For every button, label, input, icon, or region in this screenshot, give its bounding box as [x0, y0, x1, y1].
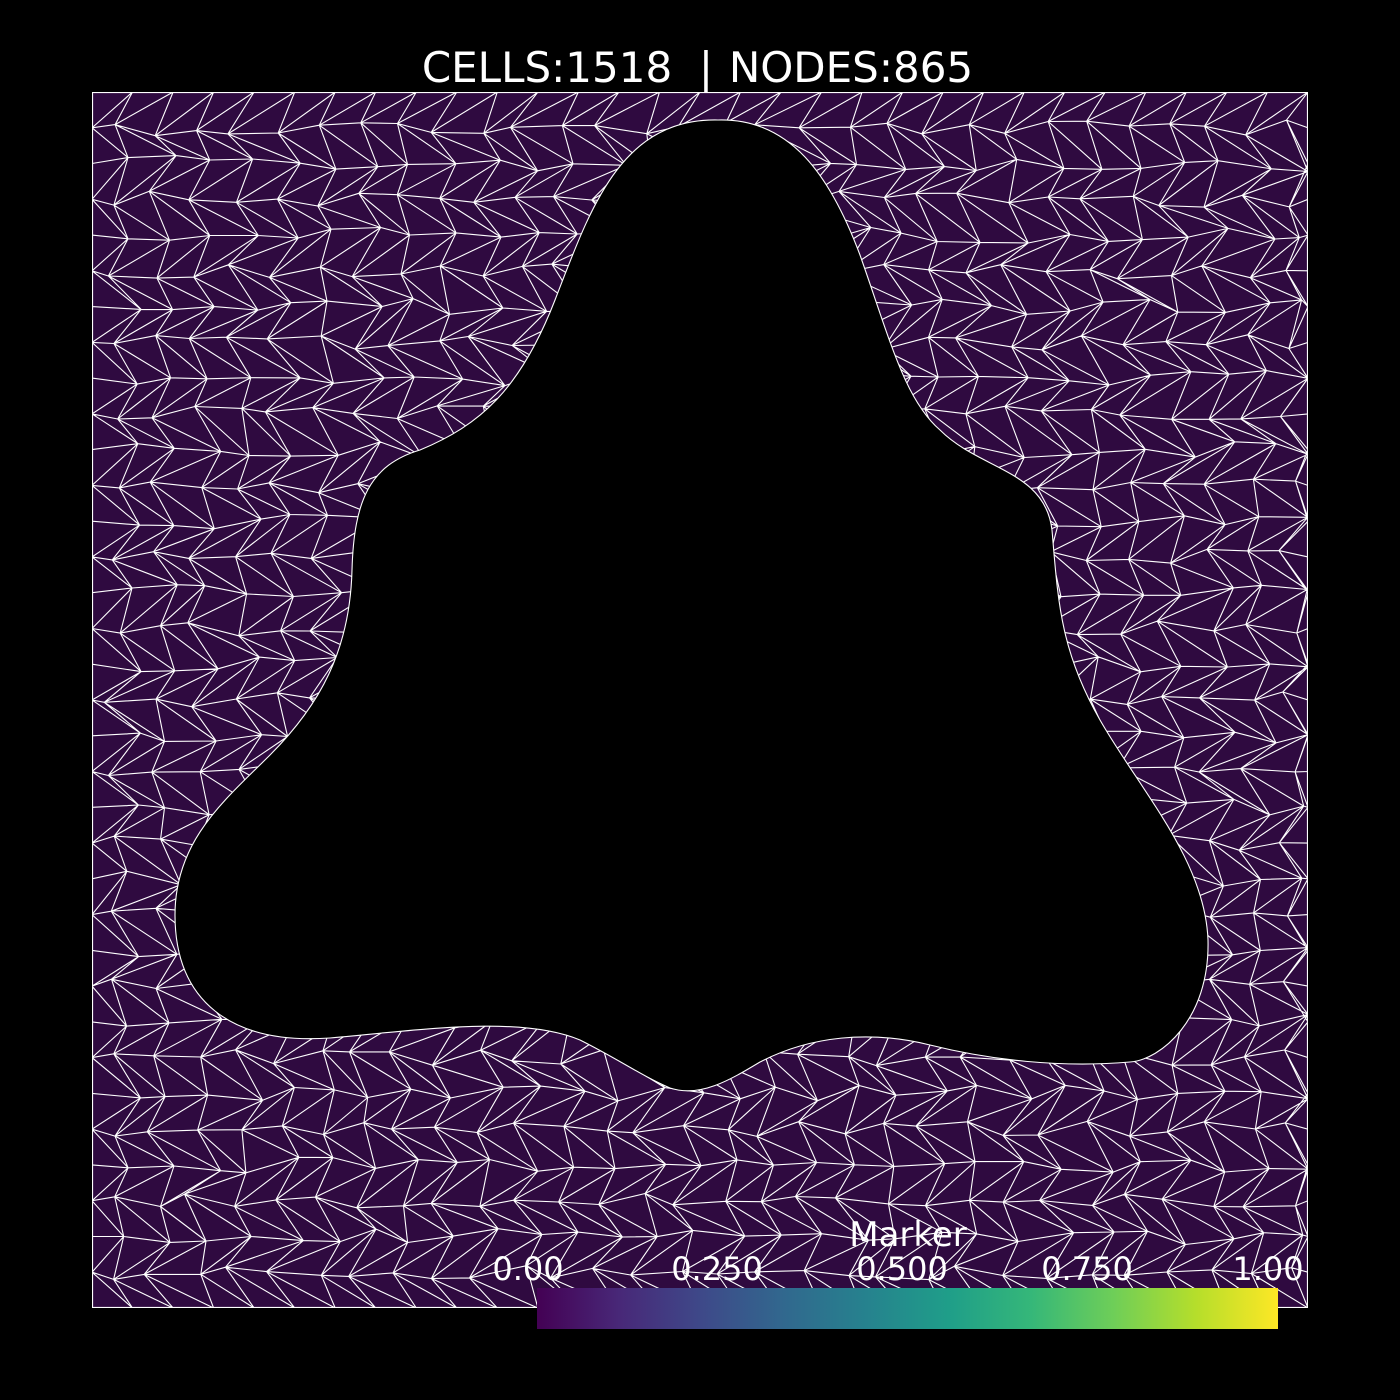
- colorbar-tick-label: 0.00: [492, 1250, 563, 1288]
- colorbar-tick-label: 1.00: [1232, 1250, 1303, 1288]
- colorbar-tick-label: 0.250: [671, 1250, 763, 1288]
- mesh-domain: [92, 92, 1308, 1308]
- cells-count-label: CELLS:1518: [422, 43, 672, 92]
- colorbar-tick-labels: 0.00 0.250 0.500 0.750 1.00: [492, 1250, 1303, 1288]
- colorbar-title: Marker: [849, 1215, 967, 1255]
- colorbar-tick-label: 0.750: [1041, 1250, 1133, 1288]
- mesh-hole: [174, 119, 1209, 1092]
- header-separator: |: [699, 43, 713, 92]
- nodes-count-label: NODES:865: [729, 43, 973, 92]
- colorbar-tick-label: 0.500: [856, 1250, 948, 1288]
- colorbar-gradient: [537, 1288, 1278, 1329]
- colorbar: Marker 0.00 0.250 0.500 0.750 1.00: [492, 1215, 1304, 1329]
